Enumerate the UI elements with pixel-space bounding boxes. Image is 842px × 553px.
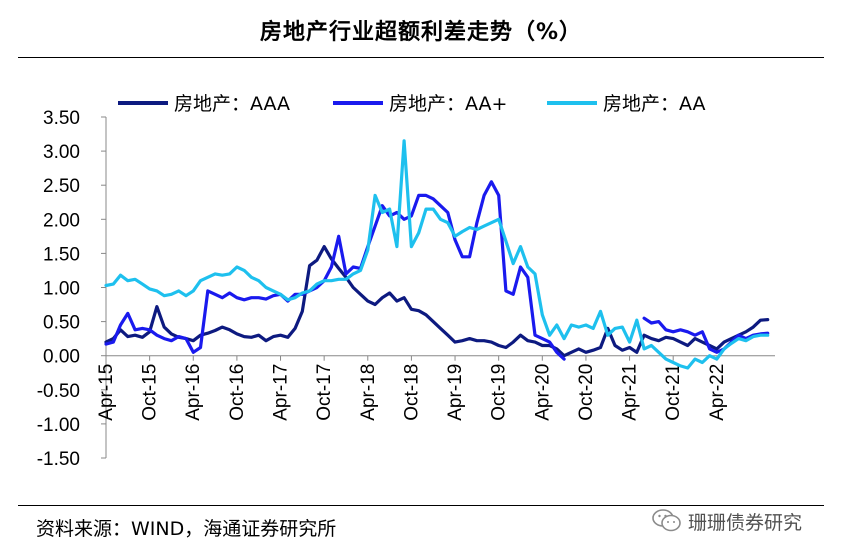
legend-label: 房地产：AAA — [174, 93, 290, 115]
x-tick-label: Oct-15 — [140, 364, 161, 421]
y-tick-label: -1.00 — [37, 415, 80, 436]
x-tick-label: Oct-21 — [663, 364, 684, 421]
x-tick-label: Oct-16 — [227, 364, 248, 421]
x-tick-label: Apr-19 — [445, 364, 466, 421]
series-line-1 — [104, 180, 566, 361]
title-top-rule — [18, 57, 824, 58]
x-tick-label: Apr-22 — [707, 364, 728, 421]
chart-series — [104, 139, 770, 370]
y-tick-label: 3.50 — [43, 108, 80, 129]
x-tick-label: Apr-16 — [183, 364, 204, 421]
y-tick-label: 2.50 — [43, 176, 80, 197]
source-note: 资料来源：WIND，海通证券研究所 — [36, 518, 337, 540]
y-tick-label: -1.50 — [37, 449, 80, 470]
wechat-icon — [652, 509, 681, 532]
x-tick-label: Oct-17 — [314, 364, 335, 421]
y-tick-label: -0.50 — [37, 381, 80, 402]
x-tick-label: Oct-20 — [576, 364, 597, 421]
y-tick-label: 1.00 — [43, 279, 80, 300]
x-tick-label: Apr-18 — [358, 364, 379, 421]
y-tick-label: 3.00 — [43, 142, 80, 163]
chart-axes: -1.50 -1.00 -0.50 0.00 0.50 1.00 1.50 2.00 2.50 3… — [37, 108, 775, 470]
x-tick-label: Apr-20 — [532, 364, 553, 421]
y-tick-label: 1.50 — [43, 244, 80, 265]
x-tick-label: Apr-15 — [96, 364, 117, 421]
series-line-0 — [104, 245, 770, 358]
x-tick-label: Oct-19 — [489, 364, 510, 421]
y-tick-label: 0.00 — [43, 347, 80, 368]
x-tick-label: Apr-21 — [620, 364, 641, 421]
watermark: 珊珊债券研究 — [652, 506, 802, 536]
series-line-1 — [642, 316, 770, 354]
chart-title: 房地产行业超额利差走势（%） — [259, 20, 583, 45]
y-tick-label: 0.50 — [43, 313, 80, 334]
line-chart: -1.50 -1.00 -0.50 0.00 0.50 1.00 1.50 2.00 2.50 3… — [37, 93, 775, 470]
chart-legend: 房地产：AAA 房地产：AA+ 房地产：AA — [118, 93, 706, 115]
footer-rule — [18, 505, 824, 506]
y-tick-label: 2.00 — [43, 210, 80, 231]
x-tick-label: Oct-18 — [401, 364, 422, 421]
legend-label: 房地产：AA+ — [389, 93, 507, 115]
legend-label: 房地产：AA — [603, 93, 706, 115]
x-tick-label: Apr-17 — [271, 364, 292, 421]
watermark-text: 珊珊债券研究 — [688, 511, 803, 534]
series-line-2 — [104, 139, 770, 370]
